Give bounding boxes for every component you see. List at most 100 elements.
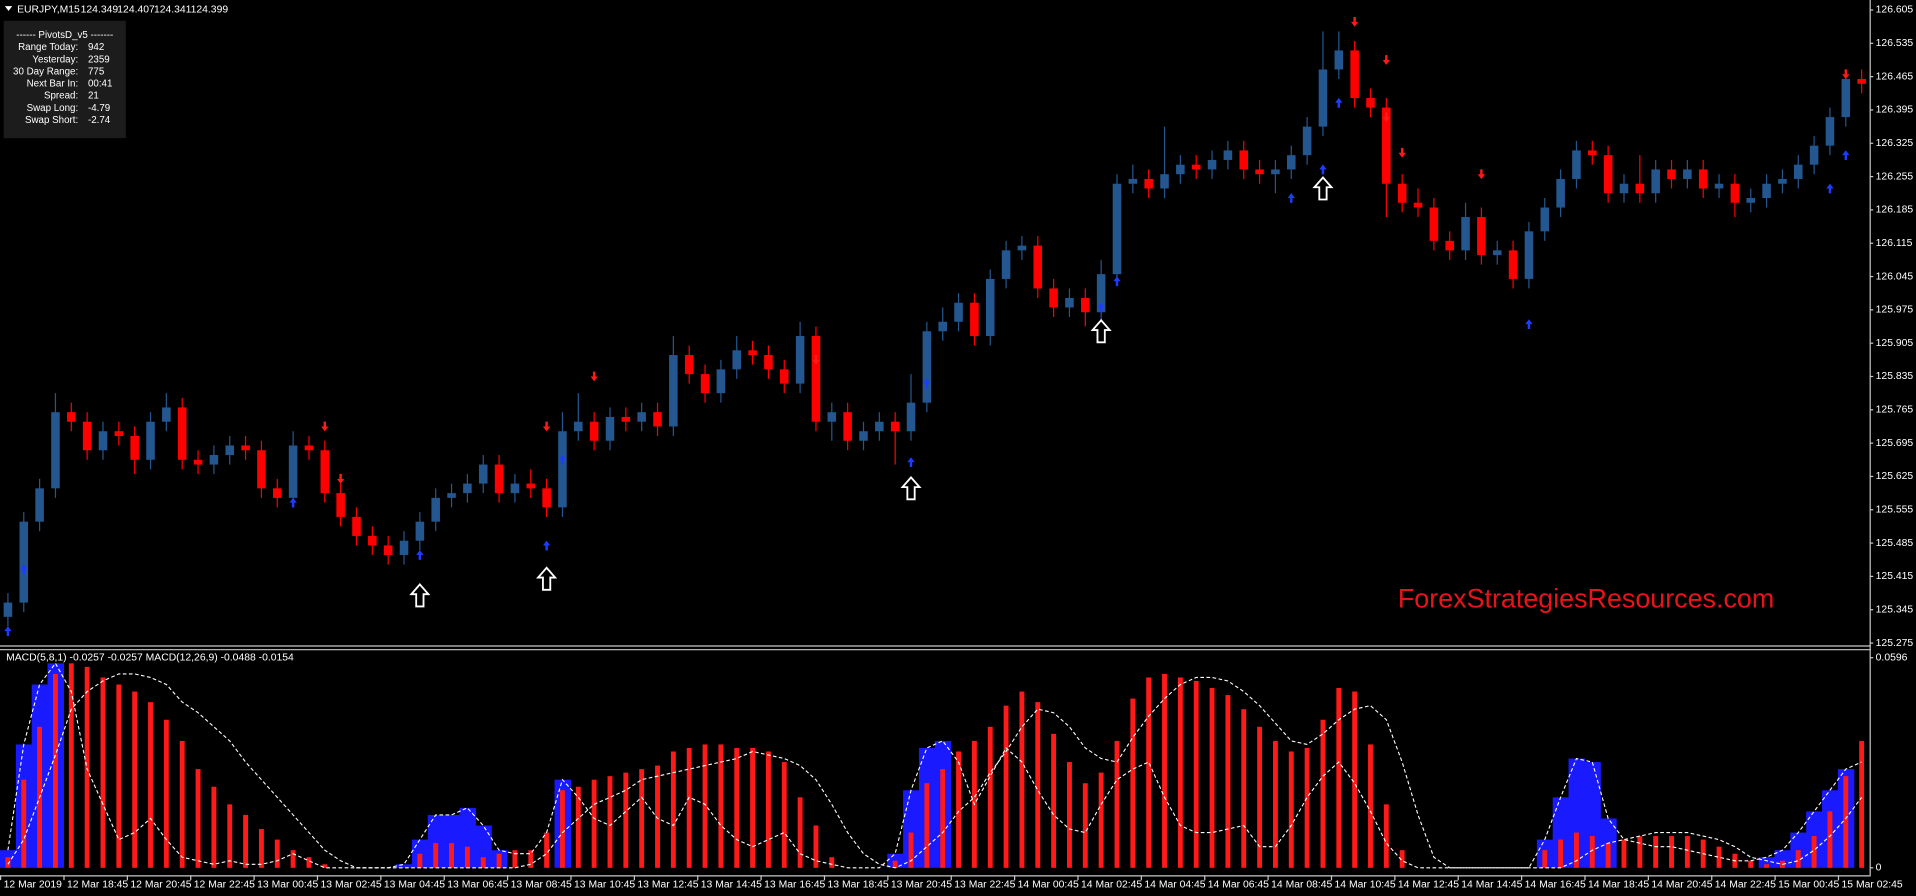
candle-body xyxy=(811,336,821,422)
x-tick-label: 14 Mar 06:45 xyxy=(1208,880,1269,891)
histogram-bar xyxy=(1542,850,1548,868)
y-tick-label: 126.185 xyxy=(1876,205,1914,216)
candle-body xyxy=(177,407,187,460)
x-tick-label: 13 Mar 06:45 xyxy=(447,880,508,891)
y-tick-label: 125.275 xyxy=(1876,638,1914,649)
histogram-bar xyxy=(1288,751,1294,868)
histogram-bar xyxy=(797,797,803,868)
buy-arrow xyxy=(20,564,28,575)
y-tick-label: 126.325 xyxy=(1876,138,1914,149)
candle-body xyxy=(383,545,393,555)
candle-body xyxy=(1255,169,1264,175)
histogram-bar xyxy=(1558,839,1564,868)
histogram-bar xyxy=(116,684,122,868)
y-tick-label: 126.605 xyxy=(1876,5,1914,16)
candle-body xyxy=(478,464,488,484)
histogram-bar xyxy=(591,779,597,868)
candle-body xyxy=(1239,150,1249,170)
candle-body xyxy=(526,483,536,489)
candle-body xyxy=(574,421,583,432)
candle-body xyxy=(510,483,520,494)
histogram-bar xyxy=(1209,688,1215,868)
y-tick-label: 125.765 xyxy=(1876,405,1914,416)
info-label: Range Today: xyxy=(18,42,78,53)
y-tick-label: 125.555 xyxy=(1876,504,1914,515)
buy-arrow xyxy=(1826,183,1834,194)
quote: 124.399 xyxy=(191,5,229,16)
info-label: Swap Long: xyxy=(27,103,79,114)
candle-body xyxy=(906,402,916,432)
candle-body xyxy=(1809,145,1819,165)
histogram-bar xyxy=(1082,783,1088,868)
histogram-bar xyxy=(21,779,27,868)
candle-body xyxy=(1603,155,1613,194)
histogram-bar xyxy=(211,786,217,868)
histogram-bar xyxy=(718,744,724,868)
candle-body xyxy=(35,488,44,522)
buy-arrow xyxy=(1097,302,1105,313)
histogram-bar xyxy=(750,747,756,868)
candle-body xyxy=(669,355,678,427)
histogram-bar xyxy=(1827,811,1833,868)
candle-body xyxy=(1730,183,1740,203)
histogram-bar xyxy=(290,850,296,868)
candle-body xyxy=(209,455,219,465)
menu-triangle[interactable] xyxy=(4,6,13,12)
candle-body xyxy=(1778,178,1787,184)
candle-body xyxy=(938,321,947,332)
candle-body xyxy=(795,336,805,384)
histogram-bar xyxy=(1304,747,1310,868)
plot-area xyxy=(0,17,1866,869)
sell-arrow xyxy=(1477,169,1486,180)
y-tick-label: 125.835 xyxy=(1876,371,1914,382)
candle-body xyxy=(241,445,250,451)
candle-body xyxy=(1334,50,1344,70)
entry-arrow xyxy=(536,566,558,591)
candle-body xyxy=(1540,207,1550,232)
histogram-bar xyxy=(148,702,153,868)
histogram-bar xyxy=(1605,843,1611,868)
candle-body xyxy=(1619,183,1629,194)
indicator-title: MACD(5,8,1) -0.0257 -0.0257 MACD(12,26,9… xyxy=(6,652,294,663)
info-value: 942 xyxy=(88,42,104,53)
histogram-bar xyxy=(575,786,581,868)
candle-body xyxy=(431,497,440,522)
candle-body xyxy=(542,488,551,508)
buy-arrow xyxy=(1319,164,1327,175)
x-tick-label: 12 Mar 2019 xyxy=(4,880,62,891)
fast-area xyxy=(427,814,445,868)
histogram-bar xyxy=(1399,850,1405,868)
candle-body xyxy=(98,431,108,451)
candle-body xyxy=(1096,274,1106,313)
x-tick-label: 14 Mar 02:45 xyxy=(1081,880,1142,891)
sell-arrow xyxy=(1350,17,1359,27)
candle-body xyxy=(621,416,631,422)
x-tick-label: 14 Mar 04:45 xyxy=(1144,880,1205,891)
info-label: Swap Short: xyxy=(25,115,78,126)
histogram-bar xyxy=(1130,698,1136,868)
histogram-bar xyxy=(480,857,486,868)
fast-line xyxy=(7,662,1862,869)
candle-body xyxy=(1382,107,1391,184)
histogram-bar xyxy=(1859,740,1865,868)
candle-body xyxy=(970,302,979,337)
fast-area xyxy=(459,807,476,868)
candle-body xyxy=(1492,250,1502,256)
x-tick-label: 12 Mar 18:45 xyxy=(67,880,128,891)
histogram-bar xyxy=(1574,832,1579,868)
info-value: 775 xyxy=(88,66,105,77)
histogram-bar xyxy=(1748,860,1754,868)
y-tick-label: 125.975 xyxy=(1876,305,1914,316)
candle-body xyxy=(1651,169,1660,194)
candle-body xyxy=(1825,117,1835,146)
info-value: 00:41 xyxy=(88,79,112,90)
candle-body xyxy=(589,421,599,441)
info-title: ------ PivotsD_v5 ------- xyxy=(16,30,113,41)
candle-body xyxy=(162,407,171,422)
x-tick-label: 13 Mar 00:45 xyxy=(257,880,318,891)
histogram-bar xyxy=(528,850,534,868)
x-tick-label: 14 Mar 10:45 xyxy=(1335,880,1396,891)
candle-body xyxy=(890,421,900,432)
candle-body xyxy=(146,421,155,460)
